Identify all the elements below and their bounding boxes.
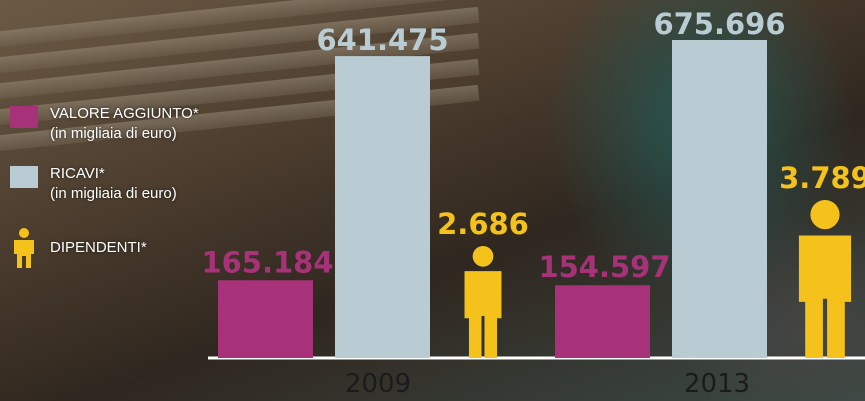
bar-valore-aggiunto-2009 — [218, 280, 313, 358]
legend-swatch-ricavi — [10, 166, 38, 188]
bar-ricavi-2009 — [335, 56, 430, 358]
data-label-ricavi-2013: 675.696 — [653, 7, 785, 41]
x-tick-label-2013: 2013 — [684, 369, 750, 399]
legend-swatch-valore-aggiunto — [10, 106, 38, 128]
data-label-ricavi-2009: 641.475 — [316, 23, 448, 57]
data-label-valore-aggiunto-2009: 165.184 — [201, 245, 333, 279]
person-body — [798, 235, 852, 358]
person-marker-dipendenti-2013 — [798, 200, 852, 358]
legend-label-dipendenti: DIPENDENTI* — [50, 239, 147, 256]
data-label-dipendenti-2013: 3.789 — [779, 161, 865, 195]
person-icon — [14, 228, 34, 268]
bar-valore-aggiunto-2013 — [555, 285, 650, 358]
person-marker-dipendenti-2009 — [464, 245, 502, 358]
person-body — [464, 271, 502, 358]
person-head — [810, 200, 840, 230]
bar-ricavi-2013 — [672, 40, 767, 358]
legend-unit-ricavi: (in migliaia di euro) — [50, 185, 177, 202]
person-head — [472, 245, 494, 267]
legend-unit-valore-aggiunto: (in migliaia di euro) — [50, 125, 177, 142]
x-tick-label-2009: 2009 — [345, 369, 411, 399]
legend-label-valore-aggiunto: VALORE AGGIUNTO* — [50, 105, 199, 122]
data-label-dipendenti-2009: 2.686 — [437, 207, 529, 241]
data-label-valore-aggiunto-2013: 154.597 — [538, 250, 670, 284]
legend-label-ricavi: RICAVI* — [50, 165, 105, 182]
